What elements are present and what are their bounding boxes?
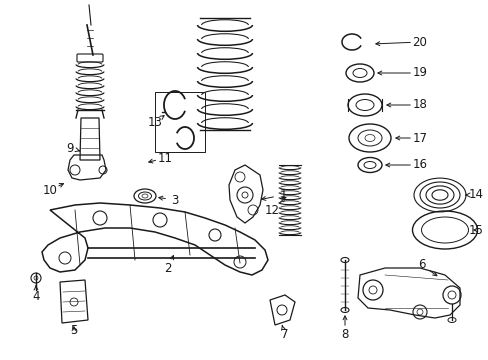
Text: 17: 17 [412,131,427,144]
Text: 2: 2 [164,261,171,274]
Text: 7: 7 [281,328,288,342]
Text: 18: 18 [412,99,427,112]
Text: 6: 6 [417,258,425,271]
Text: 3: 3 [171,194,178,207]
Text: 5: 5 [70,324,78,337]
Text: 20: 20 [412,36,427,49]
Text: 19: 19 [412,67,427,80]
Text: 16: 16 [412,158,427,171]
Text: 10: 10 [42,184,57,197]
Text: 1: 1 [279,189,286,202]
Text: 12: 12 [264,203,279,216]
Text: 15: 15 [468,224,483,237]
Text: 11: 11 [157,152,172,165]
Text: 14: 14 [468,189,483,202]
Text: 8: 8 [341,328,348,342]
Text: 9: 9 [66,141,74,154]
Text: 4: 4 [32,289,40,302]
Text: 13: 13 [147,116,162,129]
